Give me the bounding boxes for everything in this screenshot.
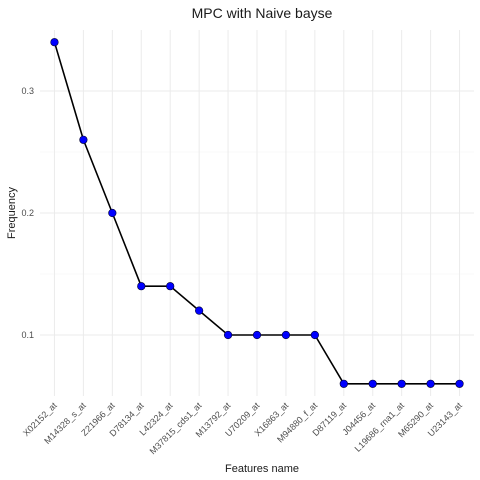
data-point [224, 331, 232, 339]
data-point [109, 209, 117, 217]
data-point [137, 282, 145, 290]
data-point [456, 380, 464, 388]
data-point [195, 307, 203, 315]
grid [40, 30, 474, 396]
x-tick-label: M37815_cds1_at [148, 400, 204, 456]
y-axis-ticks: 0.1 0.2 0.3 [21, 86, 34, 340]
data-point [253, 331, 261, 339]
x-tick-label: L19686_rna1_at [353, 400, 407, 454]
data-point [340, 380, 348, 388]
data-point [369, 380, 377, 388]
chart-title: MPC with Naive bayse [192, 5, 333, 21]
data-point [80, 136, 88, 144]
data-point [311, 331, 319, 339]
data-point [398, 380, 406, 388]
y-tick-label: 0.1 [21, 330, 34, 340]
y-tick-label: 0.2 [21, 208, 34, 218]
x-axis-ticks: X02152_atM14328_s_atZ21966_atD78134_atL4… [21, 400, 464, 456]
data-point [282, 331, 290, 339]
data-point [51, 38, 59, 46]
data-point [166, 282, 174, 290]
y-axis-title: Frequency [6, 187, 18, 239]
y-tick-label: 0.3 [21, 86, 34, 96]
x-axis-title: Features name [225, 463, 299, 475]
data-point [427, 380, 435, 388]
